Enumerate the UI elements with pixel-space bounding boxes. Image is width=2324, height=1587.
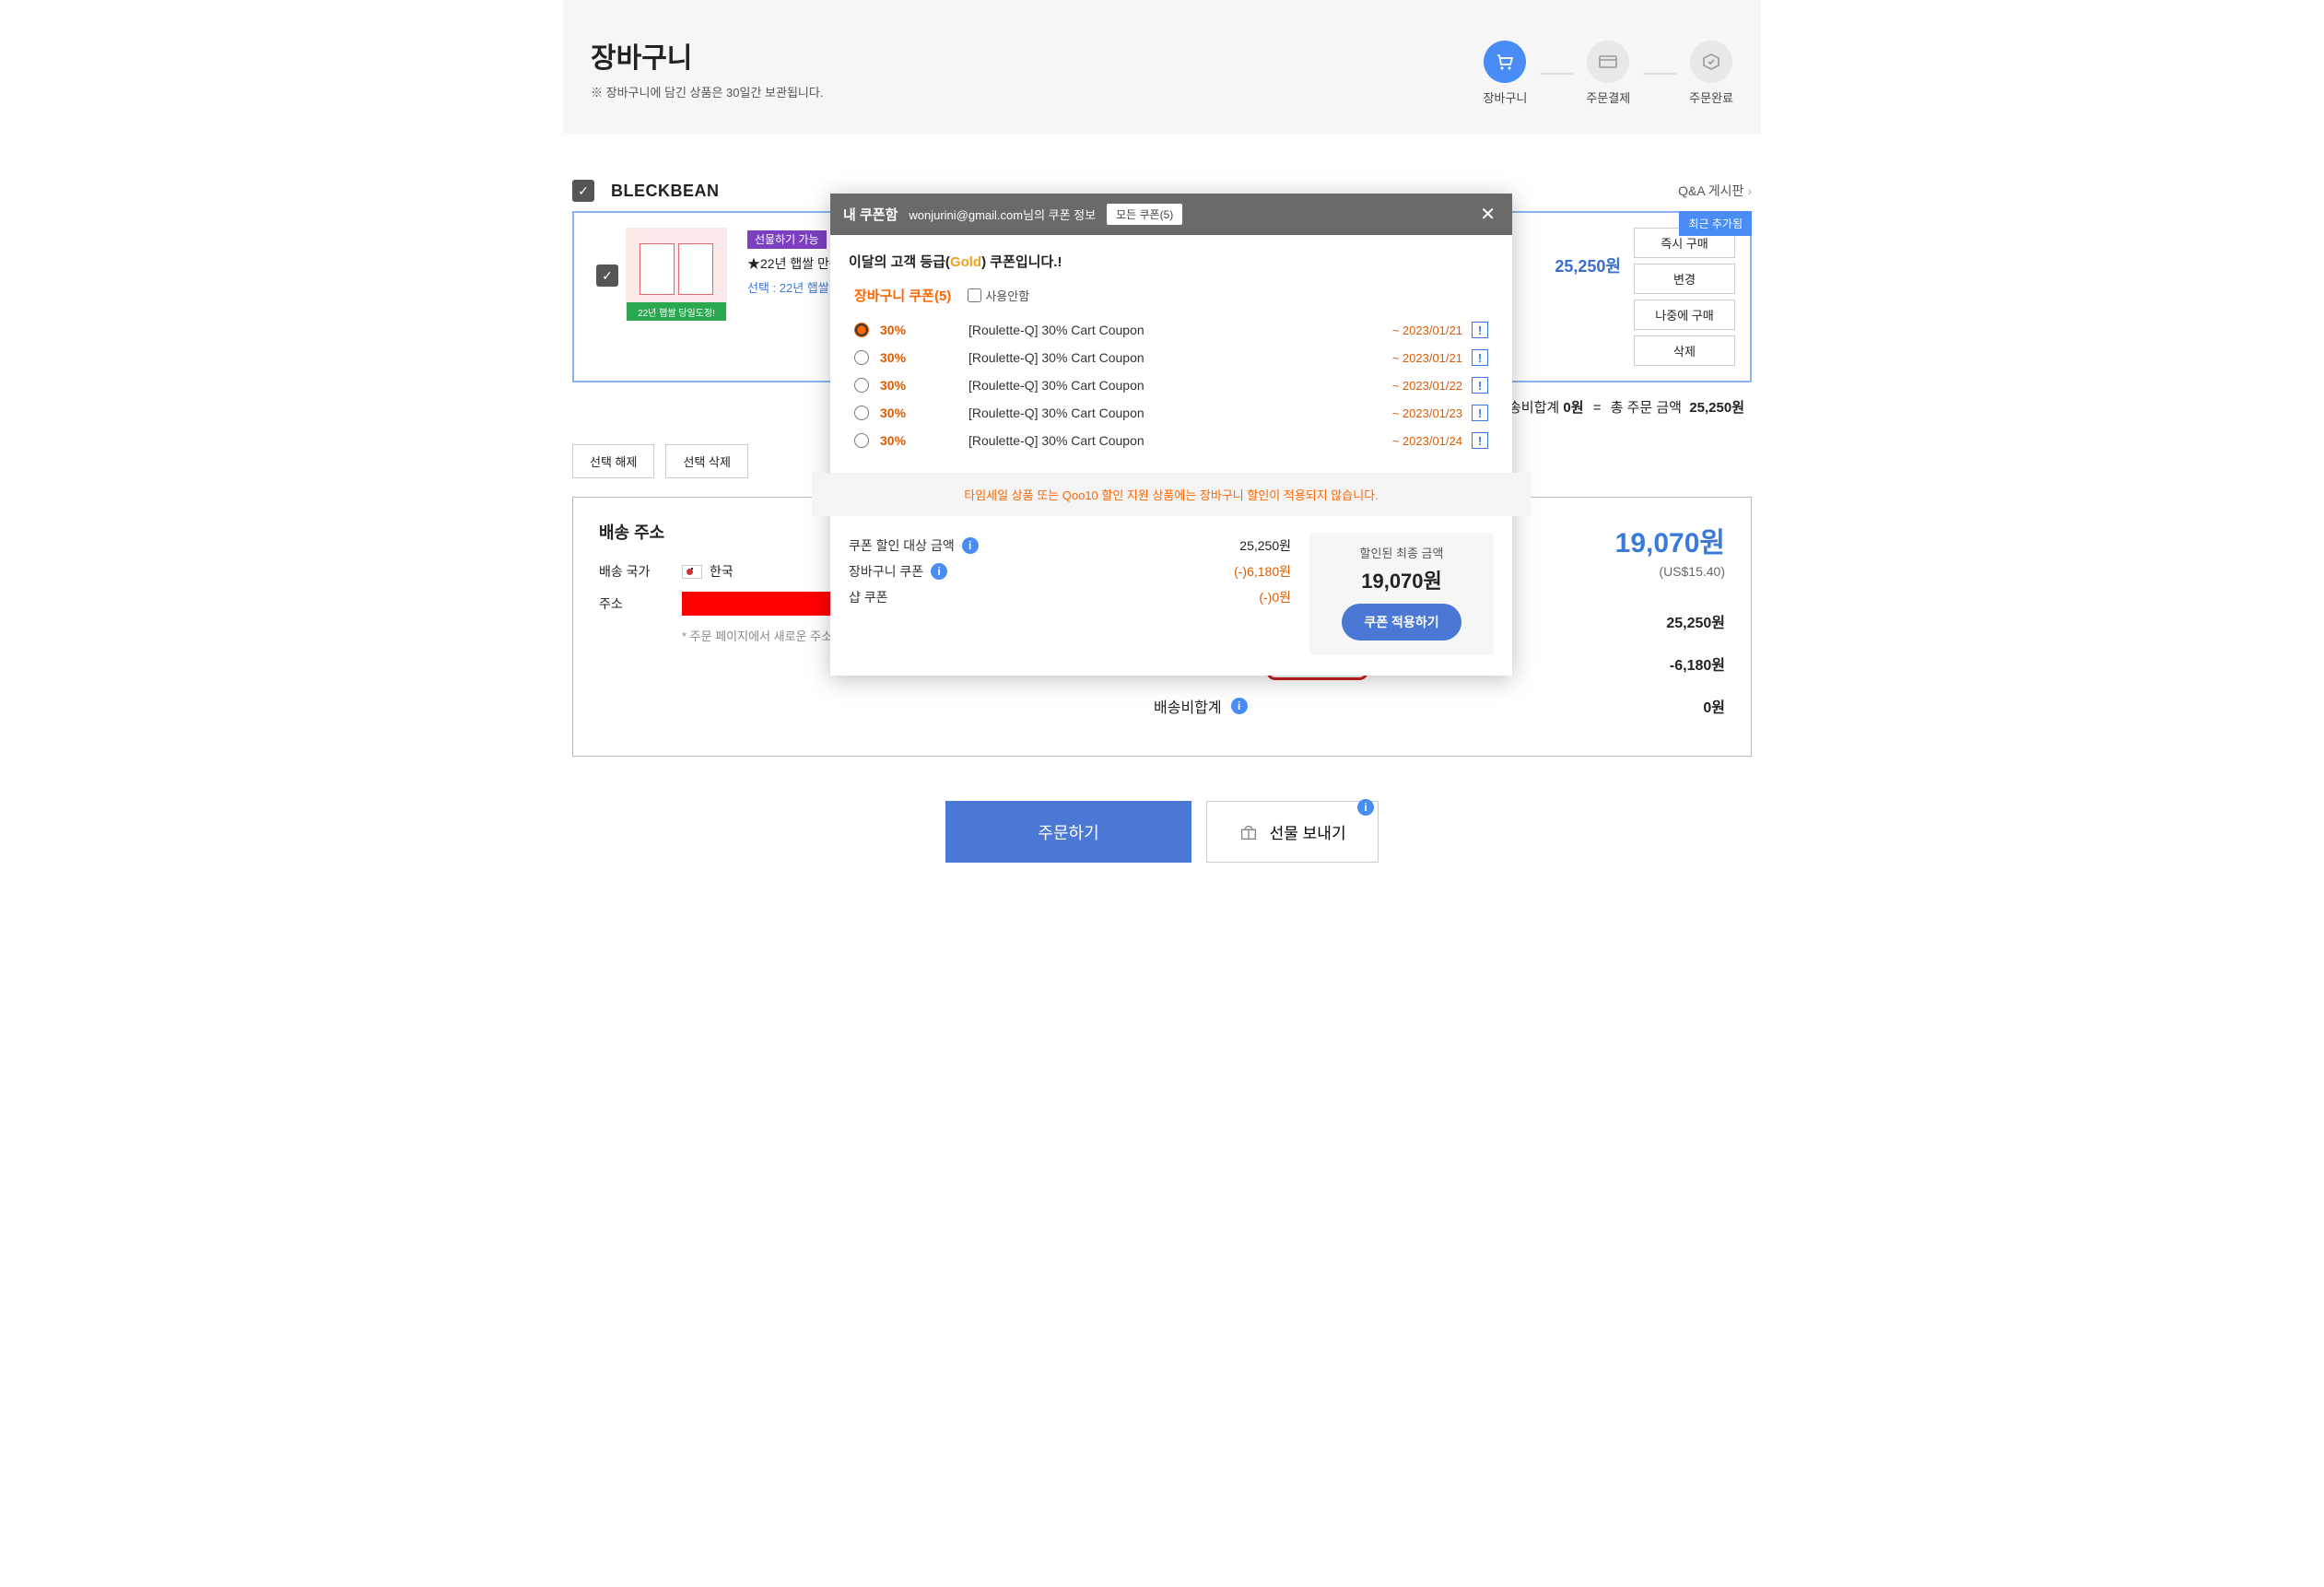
item-price: 25,250원 <box>1510 253 1621 277</box>
coupon-expiry: ~ 2023/01/22 <box>1392 379 1462 393</box>
info-icon[interactable]: i <box>1231 698 1248 714</box>
coupon-row[interactable]: 30%[Roulette-Q] 30% Cart Coupon~ 2023/01… <box>849 427 1494 454</box>
coupon-name: [Roulette-Q] 30% Cart Coupon <box>968 378 1392 393</box>
no-use-checkbox[interactable]: 사용안함 <box>968 287 1029 304</box>
coupon-info-icon[interactable]: ! <box>1472 322 1488 338</box>
gift-icon <box>1238 822 1259 842</box>
modal-apply-button[interactable]: 쿠폰 적용하기 <box>1342 604 1461 641</box>
cart-coupon-heading: 장바구니 쿠폰(5) <box>854 286 951 305</box>
info-icon[interactable]: i <box>962 537 979 554</box>
goods-amount: 25,250원 <box>1666 610 1725 632</box>
coupon-row[interactable]: 30%[Roulette-Q] 30% Cart Coupon~ 2023/01… <box>849 371 1494 399</box>
coupon-radio[interactable] <box>854 378 869 393</box>
step-separator <box>1540 73 1573 75</box>
cart-coupon-discount: (-)6,180원 <box>1234 562 1291 581</box>
order-button[interactable]: 주문하기 <box>945 801 1191 863</box>
coupon-info-icon[interactable]: ! <box>1472 432 1488 449</box>
coupon-expiry: ~ 2023/01/21 <box>1392 323 1462 337</box>
shop-checkbox[interactable]: ✓ <box>572 180 594 202</box>
address-label: 주소 <box>599 594 682 613</box>
shop-coupon-discount: (-)0원 <box>1259 588 1291 606</box>
coupon-discount: -6,180원 <box>1670 652 1725 675</box>
change-button[interactable]: 변경 <box>1634 264 1735 294</box>
gift-badge: 선물하기 가능 <box>747 230 827 249</box>
all-coupons-button[interactable]: 모든 쿠폰(5) <box>1107 204 1182 225</box>
coupon-percent: 30% <box>880 433 968 448</box>
product-image[interactable]: 22년 햅쌀 당일도정! <box>626 228 727 311</box>
coupon-name: [Roulette-Q] 30% Cart Coupon <box>968 350 1392 365</box>
recent-badge: 최근 추가됨 <box>1679 211 1752 236</box>
coupon-name: [Roulette-Q] 30% Cart Coupon <box>968 323 1392 337</box>
coupon-name: [Roulette-Q] 30% Cart Coupon <box>968 433 1392 448</box>
coupon-modal: 내 쿠폰함 wonjurini@gmail.com님의 쿠폰 정보 모든 쿠폰(… <box>830 194 1512 676</box>
coupon-expiry: ~ 2023/01/24 <box>1392 434 1462 448</box>
info-icon[interactable]: i <box>931 563 947 580</box>
item-checkbox[interactable]: ✓ <box>596 264 618 287</box>
shop-name: BLECKBEAN <box>611 182 720 201</box>
modal-warning: 타임세일 상품 또는 Qoo10 할인 지원 상품에는 장바구니 할인이 적용되… <box>812 473 1531 516</box>
final-amount-label: 할인된 최종 금액 <box>1322 544 1481 561</box>
coupon-expiry: ~ 2023/01/21 <box>1392 351 1462 365</box>
info-icon[interactable]: i <box>1357 799 1374 816</box>
target-amount: 25,250원 <box>1239 536 1291 555</box>
coupon-row[interactable]: 30%[Roulette-Q] 30% Cart Coupon~ 2023/01… <box>849 316 1494 344</box>
coupon-info-icon[interactable]: ! <box>1472 349 1488 366</box>
coupon-percent: 30% <box>880 350 968 365</box>
cart-step-icon <box>1484 41 1526 83</box>
coupon-radio[interactable] <box>854 433 869 448</box>
deselect-all-button[interactable]: 선택 해제 <box>572 444 654 478</box>
buy-later-button[interactable]: 나중에 구매 <box>1634 300 1735 330</box>
final-amount: 19,070원 <box>1322 565 1481 594</box>
image-ribbon: 22년 햅쌀 당일도정! <box>627 302 726 321</box>
coupon-radio[interactable] <box>854 406 869 420</box>
coupon-percent: 30% <box>880 406 968 420</box>
coupon-info-icon[interactable]: ! <box>1472 405 1488 421</box>
delete-button[interactable]: 삭제 <box>1634 335 1735 366</box>
shipping-amount: 0원 <box>1703 695 1725 717</box>
coupon-percent: 30% <box>880 323 968 337</box>
payment-step-icon <box>1587 41 1629 83</box>
close-icon[interactable]: ✕ <box>1476 203 1499 226</box>
coupon-name: [Roulette-Q] 30% Cart Coupon <box>968 406 1392 420</box>
coupon-info-icon[interactable]: ! <box>1472 377 1488 394</box>
step-label: 주문결제 <box>1586 88 1630 106</box>
country-value: 한국 <box>710 562 734 581</box>
modal-email: wonjurini@gmail.com님의 쿠폰 정보 <box>909 206 1096 223</box>
complete-step-icon <box>1690 41 1732 83</box>
step-label: 장바구니 <box>1483 88 1527 106</box>
page-title: 장바구니 <box>591 35 823 76</box>
step-separator <box>1643 73 1676 75</box>
page-header: 장바구니 ※ 장바구니에 담긴 상품은 30일간 보관됩니다. 장바구니 주문결… <box>563 0 1761 134</box>
page-subtitle: ※ 장바구니에 담긴 상품은 30일간 보관됩니다. <box>591 83 823 100</box>
coupon-expiry: ~ 2023/01/23 <box>1392 406 1462 420</box>
delete-selected-button[interactable]: 선택 삭제 <box>665 444 747 478</box>
coupon-row[interactable]: 30%[Roulette-Q] 30% Cart Coupon~ 2023/01… <box>849 344 1494 371</box>
country-label: 배송 국가 <box>599 562 682 581</box>
qa-board-link[interactable]: Q&A 게시판 <box>1678 182 1752 200</box>
coupon-row[interactable]: 30%[Roulette-Q] 30% Cart Coupon~ 2023/01… <box>849 399 1494 427</box>
coupon-percent: 30% <box>880 378 968 393</box>
shipping-line-label: 배송비합계 <box>1154 695 1222 717</box>
send-gift-button[interactable]: 선물 보내기 <box>1206 801 1379 863</box>
coupon-radio[interactable] <box>854 323 869 337</box>
modal-title: 내 쿠폰함 <box>843 205 898 224</box>
step-label: 주문완료 <box>1689 88 1733 106</box>
korea-flag-icon <box>682 565 702 579</box>
coupon-radio[interactable] <box>854 350 869 365</box>
grade-text: 이달의 고객 등급(Gold) 쿠폰입니다.! <box>849 252 1494 271</box>
checkout-steps: 장바구니 주문결제 주문완료 <box>1483 41 1733 106</box>
